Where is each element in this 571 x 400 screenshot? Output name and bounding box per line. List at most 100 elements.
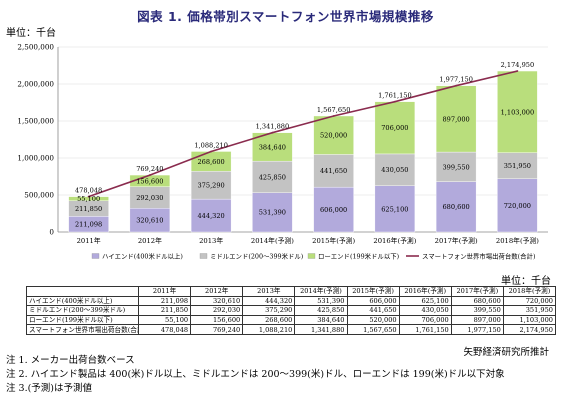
y-tick-label: 2,500,000 bbox=[17, 43, 54, 52]
table-cell: 897,000 bbox=[450, 314, 504, 326]
x-tick-label: 2012年 bbox=[138, 236, 162, 245]
data-label: 444,320 bbox=[197, 212, 224, 220]
data-label: 720,000 bbox=[504, 202, 531, 210]
data-label: 1,103,000 bbox=[501, 108, 535, 116]
table-cell: 425,850 bbox=[294, 305, 348, 316]
data-label: 211,850 bbox=[75, 205, 102, 213]
table-cell: 520,000 bbox=[346, 314, 400, 326]
note-3: 注 3.(予測)は予測値 bbox=[6, 383, 92, 394]
table-header-cell: 2016年(予測) bbox=[398, 286, 452, 297]
table-cell: 606,000 bbox=[346, 295, 400, 307]
table-cell: 399,550 bbox=[450, 305, 504, 316]
y-tick-label: 2,000,000 bbox=[17, 80, 54, 89]
table-cell: 2,174,950 bbox=[502, 324, 557, 335]
table-cell: 478,048 bbox=[137, 324, 192, 335]
table-row: スマートフォン世界市場出荷台数(合計) 478,048 769,240 1,088,2… bbox=[26, 324, 557, 335]
table-cell: 444,320 bbox=[242, 295, 296, 307]
table-cell: 1,567,650 bbox=[346, 324, 400, 335]
data-label: 425,850 bbox=[259, 173, 286, 181]
total-point bbox=[393, 100, 396, 103]
data-label: 375,290 bbox=[197, 182, 224, 190]
data-label: 430,050 bbox=[381, 166, 408, 174]
bar-high-segment bbox=[374, 185, 416, 233]
note-1: 注 1. メーカー出荷台数ベース bbox=[6, 355, 135, 366]
table-header-cell: 2017年(予測) bbox=[450, 286, 504, 297]
data-label: 520,000 bbox=[320, 132, 347, 140]
total-point bbox=[332, 115, 335, 117]
table-header-cell: 2014年(予測) bbox=[294, 286, 348, 297]
legend-entry: スマートフォン世界市場出荷台数(合計) bbox=[422, 252, 535, 261]
y-tick-label: 0 bbox=[49, 228, 54, 237]
table-cell: 441,650 bbox=[346, 305, 400, 316]
bar-high-segment bbox=[497, 178, 538, 233]
legend-swatch bbox=[307, 253, 316, 259]
source-label: 矢野経済研究所推計 bbox=[463, 347, 549, 358]
table-cell: 268,600 bbox=[242, 314, 296, 326]
table-row-label: スマートフォン世界市場出荷台数(合計) bbox=[26, 324, 139, 335]
table-cell: 531,390 bbox=[294, 295, 348, 307]
table-cell: 384,640 bbox=[294, 314, 348, 326]
table-row: ハイエンド(400米ドル以上) 211,098 320,610 444,320 531,… bbox=[26, 295, 557, 307]
table-cell: 706,000 bbox=[398, 314, 452, 326]
x-tick-label: 2017年(予測) bbox=[435, 236, 478, 245]
chart-title: 図表 1. 価格帯別スマートフォン世界市場規模推移 bbox=[137, 9, 434, 24]
total-label: 1,977,150 bbox=[439, 76, 473, 84]
table-cell: 351,950 bbox=[502, 305, 557, 316]
x-tick-label: 2014年(予測) bbox=[251, 236, 294, 245]
x-tick-label: 2016年(予測) bbox=[373, 236, 416, 245]
table-body: ハイエンド(400米ドル以上) 211,098 320,610 444,320 531,… bbox=[26, 295, 557, 335]
data-label: 211,098 bbox=[75, 221, 102, 229]
table-cell: 211,850 bbox=[137, 305, 192, 316]
table-unit-label: 単位：千台 bbox=[501, 276, 551, 287]
table-row-label: ミドルエンド(200～399米ドル) bbox=[26, 305, 139, 316]
unit-label: 単位：千台 bbox=[6, 28, 56, 39]
legend-swatch bbox=[199, 253, 208, 259]
legend-entry: ローエンド(199米ドル以下) bbox=[318, 252, 399, 261]
bar-high-segment bbox=[313, 186, 354, 233]
data-label: 320,610 bbox=[136, 217, 163, 225]
table-cell: 625,100 bbox=[398, 295, 452, 307]
data-label: 399,550 bbox=[442, 163, 469, 171]
table-header-cell: 2018年(予測) bbox=[502, 286, 557, 297]
data-label: 531,390 bbox=[259, 209, 286, 217]
total-label: 769,240 bbox=[136, 165, 163, 173]
table-header-cell: 2013年 bbox=[242, 286, 296, 297]
note-2: 注 2. ハイエンド製品は 400(米)ドル以上、ミドルエンドは 200～399… bbox=[6, 369, 505, 380]
bar-mid-segment bbox=[497, 152, 538, 179]
table-row: ローエンド(199米ドル以下) 55,100 156,600 268,600 384,6… bbox=[26, 314, 557, 326]
bar-high-segment bbox=[190, 198, 232, 233]
total-label: 2,174,950 bbox=[501, 61, 535, 69]
bar-mid-segment bbox=[190, 171, 232, 200]
total-label: 1,341,880 bbox=[256, 123, 290, 131]
table-cell: 1,977,150 bbox=[450, 324, 504, 335]
data-label: 680,600 bbox=[442, 203, 469, 211]
table-cell: 1,088,210 bbox=[242, 324, 296, 335]
table-cell: 1,341,880 bbox=[294, 324, 348, 335]
table-cell: 1,761,150 bbox=[398, 324, 452, 335]
x-tick-label: 2018年(予測) bbox=[496, 236, 539, 245]
table-header-cell bbox=[26, 286, 139, 297]
table-row-label: ハイエンド(400米ドル以上) bbox=[26, 295, 139, 307]
table-header-row: 2011年 2012年 2013年 2014年(予測) 2015年(予測) 2016年(予… bbox=[26, 286, 557, 297]
stacked-bar-chart: 0 500,000 1,000,000 1,500,000 2,000,000 2,500… bbox=[17, 43, 548, 261]
total-label: 1,761,150 bbox=[378, 92, 412, 100]
table-cell: 430,050 bbox=[398, 305, 452, 316]
data-label: 384,640 bbox=[259, 143, 286, 151]
total-label: 1,567,650 bbox=[317, 106, 351, 114]
y-tick-label: 500,000 bbox=[24, 191, 54, 200]
table-cell: 320,610 bbox=[190, 295, 244, 307]
bar-mid-segment bbox=[252, 160, 293, 193]
total-line-group bbox=[87, 70, 519, 198]
data-label: 268,600 bbox=[197, 158, 224, 166]
table-cell: 156,600 bbox=[190, 314, 244, 326]
data-table: 2011年 2012年 2013年 2014年(予測) 2015年(予測) 2016年(予… bbox=[26, 286, 557, 335]
table-cell: 769,240 bbox=[190, 324, 244, 335]
bar-low-segment bbox=[497, 70, 538, 153]
table-header-cell: 2015年(予測) bbox=[346, 286, 400, 297]
total-label: 1,088,210 bbox=[194, 141, 228, 149]
x-tick-label: 2013年 bbox=[199, 236, 223, 245]
total-point bbox=[210, 150, 213, 153]
data-label: 55,100 bbox=[77, 195, 100, 203]
bar-low-segment bbox=[374, 101, 416, 155]
legend-swatch bbox=[91, 253, 100, 259]
